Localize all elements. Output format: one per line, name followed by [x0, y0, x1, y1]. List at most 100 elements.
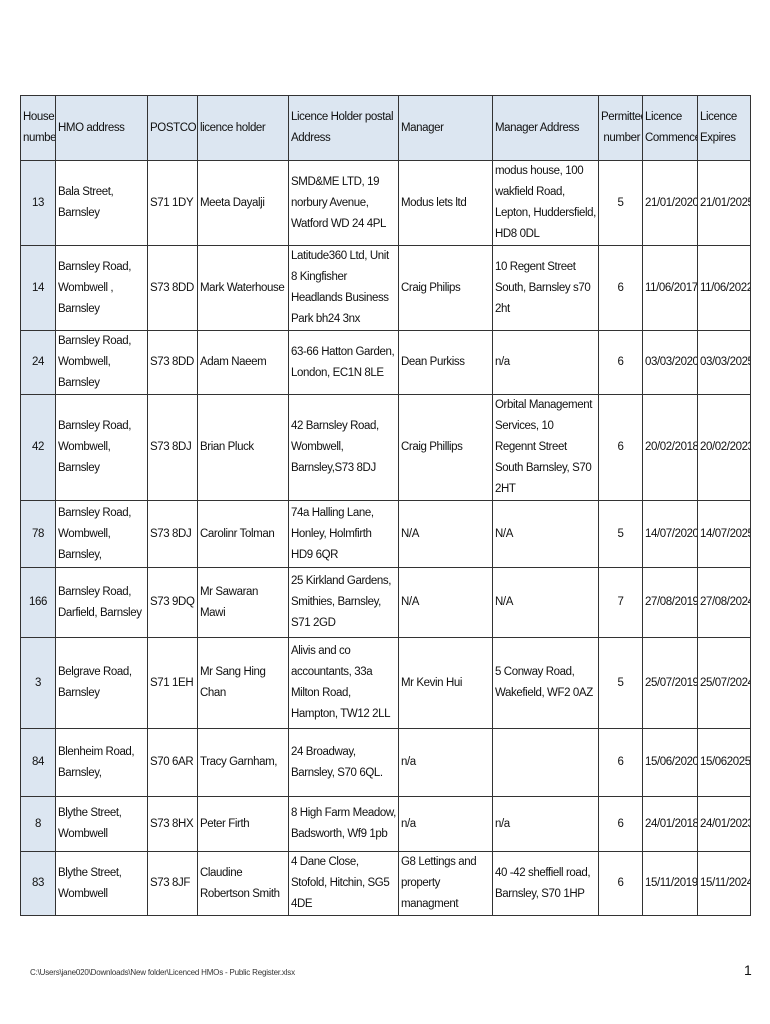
cell-manager: n/a [398, 728, 493, 797]
cell-permitted-number: 6 [598, 245, 643, 331]
cell-house-number: 8 [20, 796, 56, 852]
cell-permitted-number: 6 [598, 728, 643, 797]
cell-postcode: S73 8DJ [147, 394, 198, 501]
cell-licence-commences: 24/01/2018 [642, 796, 698, 852]
cell-hmo-address: Barnsley Road, Wombwell, Barnsley [55, 330, 148, 395]
cell-hmo-address: Blenheim Road, Barnsley, [55, 728, 148, 797]
table-row: 3 Belgrave Road, Barnsley S71 1EH Mr Sang H… [20, 637, 751, 729]
col-header-hmo-address: HMO address [55, 95, 148, 161]
cell-postcode: S73 8JF [147, 851, 198, 916]
cell-licence-expires: 03/03/2025 [697, 330, 751, 395]
cell-permitted-number: 6 [598, 394, 643, 501]
cell-manager-address: N/A [492, 567, 599, 638]
cell-postcode: S70 6AR [147, 728, 198, 797]
table-row: 42 Barnsley Road, Wombwell, Barnsley S73 8… [20, 394, 751, 501]
cell-postcode: S73 8HX [147, 796, 198, 852]
cell-holder-address: 74a Halling Lane, Honley, Holmfirth HD9 … [288, 500, 399, 568]
cell-licence-holder: Peter Firth [197, 796, 289, 852]
cell-licence-expires: 15/11/2024 [697, 851, 751, 916]
cell-manager-address [492, 728, 599, 797]
cell-licence-expires: 11/06/2022 [697, 245, 751, 331]
cell-manager: Dean Purkiss [398, 330, 493, 395]
cell-manager-address: n/a [492, 796, 599, 852]
cell-manager-address: N/A [492, 500, 599, 568]
hmo-register-table: House number HMO address POSTCODE licenc… [20, 95, 751, 916]
cell-manager: Craig Philips [398, 245, 493, 331]
cell-postcode: S73 8DD [147, 245, 198, 331]
cell-permitted-number: 6 [598, 330, 643, 395]
cell-house-number: 3 [20, 637, 56, 729]
cell-hmo-address: Blythe Street, Wombwell [55, 851, 148, 916]
cell-house-number: 83 [20, 851, 56, 916]
cell-holder-address: 42 Barnsley Road, Wombwell, Barnsley,S73… [288, 394, 399, 501]
cell-licence-commences: 27/08/2019 [642, 567, 698, 638]
cell-manager-address: 5 Conway Road, Wakefield, WF2 0AZ [492, 637, 599, 729]
cell-permitted-number: 6 [598, 851, 643, 916]
cell-licence-holder: Meeta Dayalji [197, 160, 289, 246]
table-row: 13 Bala Street, Barnsley S71 1DY Meeta Daya… [20, 160, 751, 246]
cell-manager: Mr Kevin Hui [398, 637, 493, 729]
cell-manager-address: modus house, 100 wakfield Road, Lepton, … [492, 160, 599, 246]
cell-holder-address: Alivis and co accountants, 33a Milton Ro… [288, 637, 399, 729]
cell-licence-holder: Brian Pluck [197, 394, 289, 501]
cell-manager-address: n/a [492, 330, 599, 395]
cell-holder-address: 25 Kirkland Gardens, Smithies, Barnsley,… [288, 567, 399, 638]
cell-house-number: 78 [20, 500, 56, 568]
cell-licence-holder: Carolinr Tolman [197, 500, 289, 568]
cell-licence-holder: Claudine Robertson Smith [197, 851, 289, 916]
cell-house-number: 14 [20, 245, 56, 331]
col-header-manager-address: Manager Address [492, 95, 599, 161]
col-header-licence-holder: licence holder [197, 95, 289, 161]
cell-holder-address: 63-66 Hatton Garden, London, EC1N 8LE [288, 330, 399, 395]
cell-hmo-address: Barnsley Road, Darfield, Barnsley [55, 567, 148, 638]
cell-licence-expires: 14/07/2025 [697, 500, 751, 568]
cell-licence-holder: Tracy Garnham, [197, 728, 289, 797]
col-header-licence-commences: Licence Commences [642, 95, 698, 161]
col-header-house-number: House number [20, 95, 56, 161]
cell-hmo-address: Belgrave Road, Barnsley [55, 637, 148, 729]
cell-licence-holder: Mr Sawaran Mawi [197, 567, 289, 638]
cell-licence-commences: 15/06/2020 [642, 728, 698, 797]
cell-manager-address: Orbital Management Services, 10 Regennt … [492, 394, 599, 501]
cell-holder-address: 24 Broadway, Barnsley, S70 6QL. [288, 728, 399, 797]
table-row: 78 Barnsley Road, Wombwell, Barnsley, S73 … [20, 500, 751, 568]
cell-licence-expires: 25/07/2024 [697, 637, 751, 729]
cell-manager: Craig Phillips [398, 394, 493, 501]
cell-manager-address: 40 -42 sheffiell road, Barnsley, S70 1HP [492, 851, 599, 916]
table-row: 8 Blythe Street, Wombwell S73 8HX Peter Fir… [20, 796, 751, 852]
cell-house-number: 166 [20, 567, 56, 638]
col-header-permitted-number: Permitted number [598, 95, 643, 161]
col-header-licence-expires: Licence Expires [697, 95, 751, 161]
cell-licence-commences: 03/03/2020 [642, 330, 698, 395]
cell-hmo-address: Bala Street, Barnsley [55, 160, 148, 246]
file-path-footer: C:\Users\jane020\Downloads\New folder\Li… [30, 968, 295, 977]
header-row: House number HMO address POSTCODE licenc… [20, 95, 751, 161]
cell-manager: N/A [398, 500, 493, 568]
cell-licence-holder: Mark Waterhouse [197, 245, 289, 331]
cell-postcode: S73 8DD [147, 330, 198, 395]
cell-licence-commences: 25/07/2019 [642, 637, 698, 729]
cell-house-number: 84 [20, 728, 56, 797]
cell-hmo-address: Barnsley Road, Wombwell , Barnsley [55, 245, 148, 331]
table-row: 14 Barnsley Road, Wombwell , Barnsley S73 … [20, 245, 751, 331]
cell-licence-commences: 11/06/2017 [642, 245, 698, 331]
cell-permitted-number: 7 [598, 567, 643, 638]
cell-postcode: S71 1EH [147, 637, 198, 729]
cell-licence-expires: 24/01/2023 [697, 796, 751, 852]
cell-licence-expires: 27/08/2024 [697, 567, 751, 638]
cell-postcode: S71 1DY [147, 160, 198, 246]
col-header-holder-address: Licence Holder postal Address [288, 95, 399, 161]
cell-manager: N/A [398, 567, 493, 638]
col-header-postcode: POSTCODE [147, 95, 198, 161]
cell-manager: n/a [398, 796, 493, 852]
cell-licence-commences: 14/07/2020 [642, 500, 698, 568]
table-row: 166 Barnsley Road, Darfield, Barnsley S73 … [20, 567, 751, 638]
cell-holder-address: SMD&ME LTD, 19 norbury Avenue, Watford W… [288, 160, 399, 246]
cell-permitted-number: 5 [598, 160, 643, 246]
cell-permitted-number: 6 [598, 796, 643, 852]
cell-licence-commences: 20/02/2018 [642, 394, 698, 501]
cell-manager: G8 Lettings and property managment [398, 851, 493, 916]
cell-holder-address: Latitude360 Ltd, Unit 8 Kingfisher Headl… [288, 245, 399, 331]
cell-hmo-address: Barnsley Road, Wombwell, Barnsley [55, 394, 148, 501]
cell-permitted-number: 5 [598, 500, 643, 568]
